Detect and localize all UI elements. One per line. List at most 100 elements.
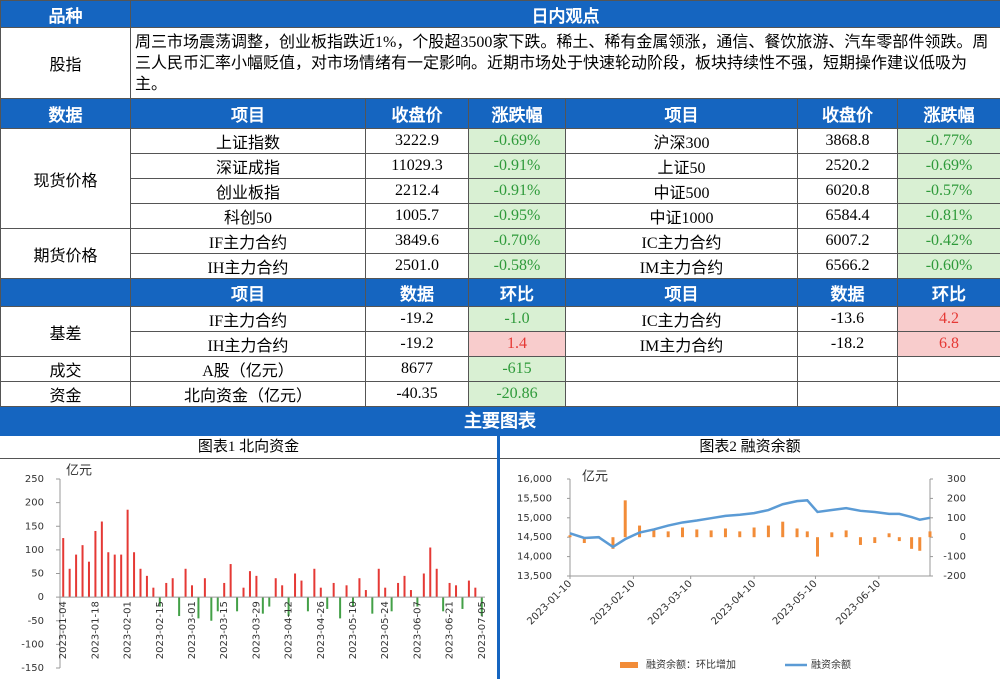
bar xyxy=(738,531,742,538)
chart: 亿元 -150 -100 -50 0 50 100 150 200 250 2023-01-04 20… xyxy=(21,464,487,675)
table-cell: -0.69% xyxy=(896,153,1000,179)
x-tick-label: 2023-05-24 xyxy=(380,601,391,659)
y-tick-label: 14,500 xyxy=(517,532,552,543)
table-cell: 2520.2 xyxy=(797,153,898,179)
y-tick-label: 13,500 xyxy=(517,571,552,582)
table-cell: -0.69% xyxy=(468,128,566,154)
table-cell: -0.70% xyxy=(468,228,566,254)
bar xyxy=(274,578,277,598)
table-cell xyxy=(797,381,898,407)
chart-title: 图表1 北向资金 xyxy=(0,436,497,459)
table-cell: 中证500 xyxy=(565,178,798,204)
bar xyxy=(442,597,445,612)
table-cell: 6020.8 xyxy=(797,178,898,204)
y-tick-label: 0 xyxy=(38,592,44,603)
bar xyxy=(107,552,110,598)
table-cell: 收盘价 xyxy=(797,98,898,129)
table-cell xyxy=(797,356,898,382)
table-cell: 品种 xyxy=(0,0,131,28)
legend-swatch xyxy=(620,662,638,668)
bar xyxy=(68,568,71,598)
x-tick-label: 2023-03-10 xyxy=(646,578,695,627)
y-tick-label: 200 xyxy=(25,498,44,509)
x-tick-label: 2023-05-10 xyxy=(771,578,820,627)
bar xyxy=(300,580,303,598)
bar xyxy=(248,571,251,598)
bar xyxy=(416,597,419,607)
bar xyxy=(805,531,809,538)
bar xyxy=(910,537,914,549)
bar xyxy=(184,568,187,598)
table-cell: 涨跌幅 xyxy=(468,98,566,129)
bar xyxy=(390,597,393,612)
bar xyxy=(120,554,123,598)
table-cell: 项目 xyxy=(130,278,366,307)
bar xyxy=(467,580,470,598)
table-cell: -0.77% xyxy=(896,128,1000,154)
x-tick-label: 2023-04-12 xyxy=(284,601,295,659)
y-tick-label: 15,500 xyxy=(517,493,552,504)
bar xyxy=(210,597,213,621)
table-row: 项目 数据 环比 项目 数据 环比 xyxy=(0,278,1000,307)
bar xyxy=(858,537,862,545)
bar xyxy=(723,528,727,538)
table-cell: 创业板指 xyxy=(130,178,366,204)
y2-tick-label: -100 xyxy=(943,552,966,563)
x-tick-label: 2023-05-10 xyxy=(348,601,359,659)
bar xyxy=(752,527,756,538)
y-tick-label: 100 xyxy=(25,545,44,556)
table-cell: 环比 xyxy=(468,278,566,307)
bar xyxy=(62,538,65,598)
table-row: 现货价格 上证指数 3222.9 -0.69% 沪深300 3868.8 -0.77% xyxy=(0,128,1000,229)
table-cell: 资金 xyxy=(0,381,131,407)
bar xyxy=(345,585,348,598)
bar xyxy=(319,587,322,598)
bar xyxy=(133,552,136,598)
table-cell: IM主力合约 xyxy=(565,253,798,279)
bar xyxy=(358,578,361,598)
table-cell: 数据 xyxy=(797,278,898,307)
table-cell: 上证50 xyxy=(565,153,798,179)
table-row: 资金 北向资金（亿元） -40.35 -20.86 xyxy=(0,381,1000,407)
table-cell: 2212.4 xyxy=(365,178,469,204)
table-cell xyxy=(896,381,1000,407)
bar xyxy=(203,578,206,598)
y-tick-label: -50 xyxy=(28,616,44,627)
bar xyxy=(242,587,245,598)
x-tick-label: 2023-02-10 xyxy=(589,578,638,627)
y-tick-label: 14,000 xyxy=(517,552,552,563)
table-cell: 11029.3 xyxy=(365,153,469,179)
legend-label: 融资余额：环比增加 xyxy=(646,658,736,671)
bar xyxy=(568,535,572,538)
bar xyxy=(236,597,239,612)
table-cell: A股（亿元） xyxy=(130,356,366,382)
table-cell: 成交 xyxy=(0,356,131,382)
x-tick-label: 2023-03-29 xyxy=(251,601,262,659)
y-tick-label: 50 xyxy=(31,569,44,580)
bar xyxy=(306,597,309,612)
chart-title: 图表2 融资余额 xyxy=(500,436,1000,459)
table-cell: -0.60% xyxy=(896,253,1000,279)
y-tick-label: -150 xyxy=(21,663,44,674)
bar xyxy=(695,529,699,538)
x-tick-label: 2023-02-01 xyxy=(123,601,134,659)
bar xyxy=(313,568,316,598)
table-cell: -0.81% xyxy=(896,203,1000,229)
table-row: 股指 周三市场震荡调整，创业板指跌近1%，个股超3500家下跌。稀土、稀有金属领涨… xyxy=(0,27,1000,99)
table-cell: 项目 xyxy=(565,278,798,307)
bar xyxy=(229,564,232,598)
table-cell: -20.86 xyxy=(468,381,566,407)
x-tick-label: 2023-01-10 xyxy=(525,578,574,627)
charts: 图表1 北向资金 亿元 -150 -100 -50 0 50 100 150 200 250 202… xyxy=(0,436,1000,679)
table-cell: 3868.8 xyxy=(797,128,898,154)
bar xyxy=(873,537,877,544)
table-cell: 项目 xyxy=(565,98,798,129)
table-cell: 现货价格 xyxy=(0,128,131,229)
bar xyxy=(928,531,932,538)
bar xyxy=(100,521,103,598)
table-cell: 期货价格 xyxy=(0,228,131,279)
bar xyxy=(326,597,329,609)
table-cell: 1.4 xyxy=(468,331,566,357)
bar xyxy=(887,533,891,538)
chart-box: 图表1 北向资金 亿元 -150 -100 -50 0 50 100 150 200 250 202… xyxy=(0,436,500,679)
